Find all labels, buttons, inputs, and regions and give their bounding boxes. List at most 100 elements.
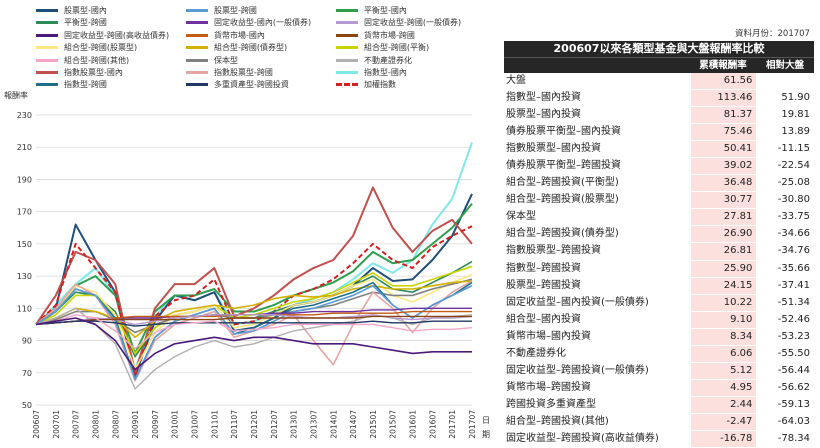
legend-item: 組合型-跨國(債券型) bbox=[186, 41, 287, 54]
x-axis-label: 日 期 bbox=[482, 416, 490, 439]
relative-return-cell: 19.81 bbox=[756, 107, 814, 124]
legend-item: 多重資產型-跨國投資 bbox=[186, 78, 289, 91]
fund-type-cell: 組合型–國內投資 bbox=[504, 311, 691, 328]
legend-label: 保本型 bbox=[214, 55, 238, 65]
legend-swatch bbox=[336, 83, 358, 87]
fund-type-cell: 固定收益型–跨國投資(一般債券) bbox=[504, 362, 691, 379]
table-row: 保本型 27.81 -33.75 bbox=[504, 209, 814, 227]
legend-swatch bbox=[36, 33, 58, 37]
cumulative-return-cell: -2.47 bbox=[690, 413, 757, 430]
x-tick-label: 200607 bbox=[32, 410, 41, 439]
cumulative-return-cell: 4.95 bbox=[690, 379, 757, 396]
table-row: 指數股票型–國內投資 50.41 -11.15 bbox=[504, 141, 814, 159]
legend-label: 指數股票型-跨國 bbox=[214, 68, 273, 77]
legend-label: 股票型-跨國 bbox=[214, 6, 257, 15]
legend-item: 貨幣市場-跨國 bbox=[336, 29, 415, 42]
series-line bbox=[35, 314, 473, 350]
cumulative-return-cell: 5.12 bbox=[690, 362, 757, 379]
y-tick-labels: 50 70 90 110 130 150 170 190 210 230 bbox=[17, 111, 32, 410]
legend-item: 不動產證券化 bbox=[336, 54, 412, 67]
legend-swatch bbox=[336, 21, 358, 25]
legend-item: 組合型-跨國(股票型) bbox=[36, 41, 137, 54]
series-line bbox=[35, 186, 473, 374]
relative-return-cell: -51.34 bbox=[756, 294, 814, 311]
series-line bbox=[35, 317, 472, 371]
fund-type-cell: 固定收益型–國內投資(一般債券) bbox=[504, 294, 691, 311]
legend-swatch bbox=[186, 46, 208, 50]
table-row: 貨幣市場–國內投資 8.34 -53.23 bbox=[504, 328, 814, 346]
legend-swatch bbox=[186, 58, 208, 62]
table-row: 固定收益型–跨國投資(一般債券) 5.12 -56.44 bbox=[504, 362, 814, 380]
legend-swatch bbox=[186, 83, 208, 87]
header-return: 累積報酬率 bbox=[699, 60, 747, 71]
relative-return-cell: -55.50 bbox=[756, 345, 814, 362]
x-tick-label: 201707 bbox=[468, 410, 477, 439]
relative-return-cell: -35.66 bbox=[756, 260, 814, 277]
x-tick-label: 201407 bbox=[349, 410, 358, 439]
cumulative-return-cell: 26.90 bbox=[690, 226, 757, 243]
x-tick-label: 201401 bbox=[329, 410, 338, 439]
table-row: 債券股票平衡型–國內投資 75.46 13.89 bbox=[504, 124, 814, 142]
table-row: 組合型–跨國投資(平衡型) 36.48 -25.08 bbox=[504, 175, 814, 193]
legend-item: 固定收益型-跨國(高收益債券) bbox=[36, 29, 169, 42]
legend-item: 組合型-跨國(其他) bbox=[36, 54, 129, 67]
fund-type-cell: 大盤 bbox=[504, 73, 691, 90]
y-tick-label: 70 bbox=[22, 369, 32, 378]
legend-item: 指數股票型-國內 bbox=[36, 66, 123, 79]
y-axis-label: 報酬率 bbox=[4, 90, 28, 100]
cumulative-return-cell: 9.10 bbox=[690, 311, 757, 328]
series-line bbox=[35, 193, 473, 377]
legend-label: 組合型-跨國(平衡) bbox=[364, 43, 430, 53]
legend-item: 平衡型-國內 bbox=[336, 4, 407, 17]
legend-label: 多重資產型-跨國投資 bbox=[214, 80, 289, 90]
legend-swatch bbox=[336, 9, 358, 12]
table-row: 大盤 61.56 bbox=[504, 73, 814, 91]
table-row: 組合型–跨國投資(債券型) 26.90 -34.66 bbox=[504, 226, 814, 244]
x-tick-labels: 200607 200701 200707 200801 200807 200901 2009… bbox=[32, 410, 477, 439]
x-tick-label: 201501 bbox=[369, 410, 378, 439]
table-row: 組合型–跨國投資(其他) -2.47 -64.03 bbox=[504, 413, 814, 431]
legend-label: 不動產證券化 bbox=[364, 55, 412, 65]
table-row: 指數股票型–跨國投資 26.81 -34.76 bbox=[504, 243, 814, 261]
relative-return-cell: -64.03 bbox=[756, 413, 814, 430]
relative-return-cell: -52.46 bbox=[756, 311, 814, 328]
legend-swatch bbox=[36, 83, 58, 87]
relative-return-cell: 13.89 bbox=[756, 124, 814, 141]
legend-swatch bbox=[336, 46, 358, 50]
legend-item: 股票型-跨國 bbox=[186, 4, 257, 17]
cumulative-return-cell: 8.34 bbox=[690, 328, 757, 345]
x-tick-label: 200807 bbox=[111, 410, 120, 439]
table-row: 固定收益型–國內投資(一般債券) 10.22 -51.34 bbox=[504, 294, 814, 312]
fund-type-cell: 指數型–跨國投資 bbox=[504, 260, 691, 277]
legend-swatch bbox=[186, 33, 208, 37]
x-tick-label: 201507 bbox=[389, 410, 398, 439]
fund-type-cell: 不動產證券化 bbox=[504, 345, 691, 362]
header-relative: 相對大盤 bbox=[765, 60, 804, 71]
y-tick-label: 170 bbox=[17, 208, 32, 217]
data-month-label: 資料月份：201707 bbox=[735, 29, 810, 39]
legend-swatch bbox=[36, 71, 58, 74]
table-row: 債券股票平衡型–跨國投資 39.02 -22.54 bbox=[504, 158, 814, 176]
table-row: 固定收益型–跨國投資(高收益債券) -16.78 -78.34 bbox=[504, 430, 814, 448]
cumulative-return-cell: 6.06 bbox=[690, 345, 757, 362]
fund-type-cell: 組合型–跨國投資(股票型) bbox=[504, 192, 691, 209]
legend-label: 固定收益型-跨國(一般債券) bbox=[364, 18, 462, 28]
series-line bbox=[35, 273, 473, 371]
y-tick-label: 130 bbox=[17, 272, 32, 281]
x-tick-label: 200701 bbox=[52, 410, 61, 439]
relative-return-cell: -11.15 bbox=[756, 141, 814, 158]
table-row: 組合型–國內投資 9.10 -52.46 bbox=[504, 311, 814, 329]
x-tick-label: 201201 bbox=[250, 410, 259, 439]
legend-item: 固定收益型-國內(一般債券) bbox=[186, 16, 311, 29]
chart-legend: 股票型-國內 股票型-跨國 平衡型-國內 平衡型-跨國 固定收益型-國內(一般債券) 固定… bbox=[0, 0, 500, 110]
legend-item: 股票型-國內 bbox=[36, 4, 107, 17]
relative-return-cell: -34.66 bbox=[756, 226, 814, 243]
legend-item: 指數股票型-跨國 bbox=[186, 66, 273, 79]
cumulative-return-cell: 113.46 bbox=[690, 90, 757, 107]
relative-return-cell: 51.90 bbox=[756, 90, 814, 107]
x-tick-label: 200901 bbox=[131, 410, 140, 439]
y-tick-label: 230 bbox=[17, 111, 32, 120]
fund-type-cell: 跨國投資多重資產型 bbox=[504, 396, 691, 413]
table-header: 累積報酬率 相對大盤 bbox=[504, 57, 814, 73]
